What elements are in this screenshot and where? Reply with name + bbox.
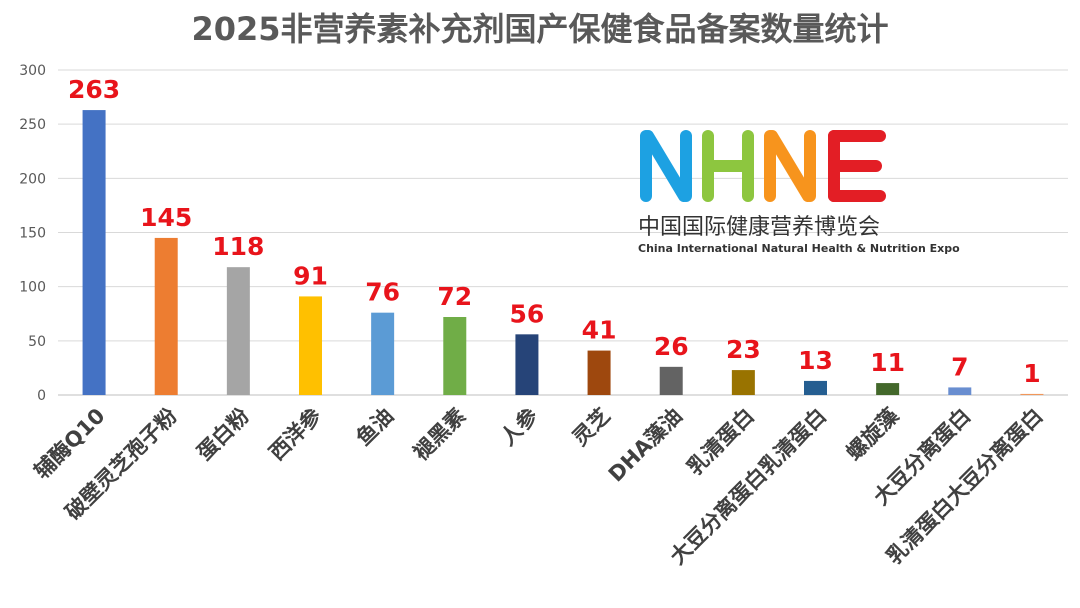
chart-title: 2025非营养素补充剂国产保健食品备案数量统计	[191, 10, 888, 48]
bar	[1020, 393, 1044, 395]
y-axis: 0 50 100 150 200 250 300	[19, 63, 46, 404]
bar	[731, 370, 755, 395]
data-label: 1	[1023, 359, 1040, 388]
nhne-logo-icon	[640, 130, 886, 202]
data-label: 91	[293, 261, 328, 290]
x-tick-label: 乳清蛋白	[683, 404, 759, 480]
y-tick-label: 300	[19, 63, 46, 79]
bar	[876, 383, 900, 395]
logo-text-en: China International Natural Health & Nut…	[638, 242, 960, 255]
data-label: 11	[870, 348, 905, 377]
y-tick-label: 200	[19, 171, 46, 187]
bars	[82, 110, 1044, 395]
x-tick-label: DHA藻油	[604, 404, 687, 487]
bar	[371, 312, 395, 395]
bar	[226, 267, 250, 395]
bar	[515, 334, 539, 395]
x-tick-label: 灵芝	[568, 404, 615, 451]
x-tick-label: 蛋白粉	[192, 404, 254, 466]
bar	[299, 296, 322, 395]
logo-stroke	[642, 130, 690, 202]
data-labels: 263 145 118 91 76 72 56 41 26 23 13 11 7 1	[68, 75, 1041, 388]
data-label: 76	[365, 278, 400, 307]
x-tick-label: 鱼油	[352, 404, 399, 451]
bar	[659, 366, 683, 395]
y-tick-label: 0	[37, 388, 46, 404]
data-label: 145	[140, 203, 192, 232]
x-tick-label: 西洋参	[265, 404, 327, 466]
data-label: 13	[798, 346, 833, 375]
data-label: 7	[951, 352, 968, 381]
logo-stroke	[766, 130, 814, 202]
y-tick-label: 150	[19, 226, 46, 242]
x-tick-label: 褪黑素	[409, 404, 471, 466]
logo-text-cn: 中国国际健康营养博览会	[638, 215, 880, 240]
x-tick-label: 人参	[496, 404, 543, 451]
gridlines	[58, 69, 1068, 396]
data-label: 263	[68, 75, 120, 104]
data-label: 72	[437, 282, 472, 311]
bar	[587, 350, 611, 395]
y-tick-label: 250	[19, 117, 46, 133]
bar	[154, 237, 178, 395]
data-label: 41	[582, 316, 617, 345]
nhne-logo: 中国国际健康营养博览会 China International Natural …	[638, 130, 960, 255]
bar	[948, 387, 972, 395]
data-label: 56	[510, 299, 545, 328]
data-label: 26	[654, 332, 689, 361]
y-tick-label: 100	[19, 280, 46, 296]
bar	[443, 317, 467, 395]
bar	[82, 110, 106, 395]
x-tick-label: 螺旋藻	[842, 403, 904, 465]
data-label: 118	[212, 232, 264, 261]
data-label: 23	[726, 335, 761, 364]
bar	[804, 380, 827, 395]
y-tick-label: 50	[28, 334, 46, 350]
